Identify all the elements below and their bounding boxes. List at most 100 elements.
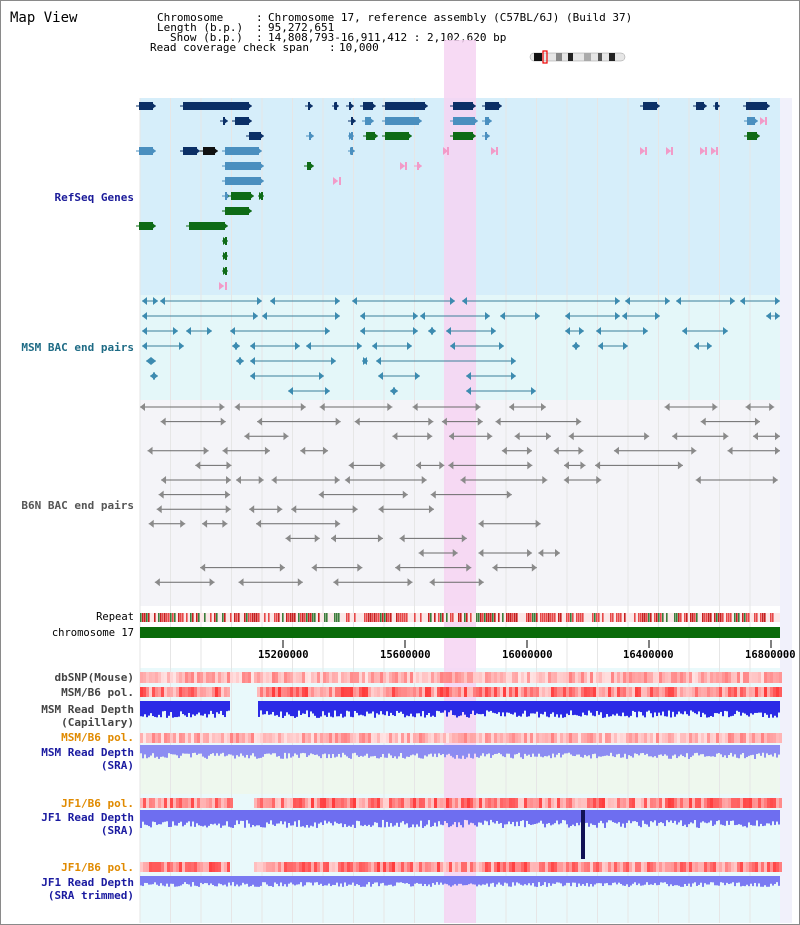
bac-end-left: [448, 432, 454, 441]
heat-cell: [437, 862, 440, 872]
heat-cell: [569, 862, 572, 872]
depth-bar: [190, 701, 192, 718]
depth-bar: [470, 701, 472, 715]
heat-cell: [686, 687, 689, 697]
depth-bar: [542, 810, 544, 824]
depth-bar: [734, 745, 736, 755]
heat-cell: [404, 733, 407, 743]
heat-cell: [611, 798, 614, 808]
heat-cell: [509, 687, 512, 697]
track-label-b6n-bac[interactable]: B6N BAC end pairs: [21, 499, 134, 512]
repeat-element: [198, 613, 200, 622]
heat-cell: [542, 733, 545, 743]
heat-cell: [182, 733, 185, 743]
highlight-region[interactable]: [444, 40, 476, 923]
msm-b6-pol-track[interactable]: [140, 687, 782, 697]
depth-bar: [624, 810, 626, 828]
depth-bar: [536, 810, 538, 824]
heat-cell: [386, 733, 389, 743]
heat-cell: [683, 672, 686, 683]
msm-b6-pol-track-2[interactable]: [140, 733, 782, 743]
track-label-dbsnp[interactable]: dbSNP(Mouse): [54, 671, 134, 684]
depth-bar: [268, 701, 270, 715]
depth-bar: [202, 745, 204, 757]
depth-bar: [184, 810, 186, 825]
depth-bar: [292, 745, 294, 757]
track-label-msm-bac[interactable]: MSM BAC end pairs: [21, 341, 134, 354]
heat-cell: [473, 733, 476, 743]
heat-cell: [209, 862, 212, 872]
depth-bar: [244, 810, 246, 828]
heat-cell: [641, 687, 644, 697]
depth-bar: [220, 876, 222, 885]
depth-bar: [310, 876, 312, 883]
repeat-element: [760, 613, 762, 622]
heat-cell: [521, 862, 524, 872]
bac-end-left: [200, 563, 206, 572]
b6n-bac-track[interactable]: [140, 403, 780, 587]
track-label-jf1-b6-pol-2[interactable]: JF1/B6 pol.: [61, 861, 134, 874]
track-label-msm-depth-cap-1[interactable]: MSM Read Depth: [41, 703, 134, 716]
repeat-element: [238, 613, 240, 622]
gene-strand-arrow: [349, 102, 354, 110]
heat-cell: [401, 862, 404, 872]
track-label-jf1-depth-sra-1[interactable]: JF1 Read Depth: [41, 811, 134, 824]
repeat-element: [734, 613, 736, 622]
depth-bar: [600, 701, 602, 713]
jf1-b6-pol-track[interactable]: [140, 798, 782, 808]
track-label-jf1-depth-trim-1[interactable]: JF1 Read Depth: [41, 876, 134, 889]
depth-bar: [602, 701, 604, 718]
track-label-msm-b6-pol-2[interactable]: MSM/B6 pol.: [61, 731, 134, 744]
depth-bar: [620, 876, 622, 884]
depth-bar: [348, 810, 350, 826]
gene-strand-arrow: [259, 177, 264, 185]
chromosome-ideogram[interactable]: [529, 50, 626, 64]
heat-cell: [431, 733, 434, 743]
heat-cell: [395, 687, 398, 697]
depth-bar: [312, 810, 314, 827]
repeat-element: [354, 613, 356, 622]
heat-cell: [566, 733, 569, 743]
refseq-genes-track[interactable]: [136, 102, 770, 290]
heat-cell: [569, 672, 572, 683]
repeat-element: [310, 613, 312, 622]
depth-bar: [278, 701, 280, 717]
depth-bar: [320, 810, 322, 823]
depth-bar: [390, 876, 392, 885]
depth-bar: [270, 810, 272, 821]
chromosome-bar[interactable]: [140, 627, 780, 638]
track-label-msm-depth-sra-1[interactable]: MSM Read Depth: [41, 746, 134, 759]
jf1-sra-depth-track[interactable]: [140, 810, 780, 859]
track-label-msm-b6-pol[interactable]: MSM/B6 pol.: [61, 686, 134, 699]
dbsnp-track[interactable]: [140, 672, 782, 683]
depth-bar: [462, 745, 464, 756]
repeat-track[interactable]: [140, 613, 780, 622]
msm-capillary-depth-track[interactable]: [140, 701, 780, 718]
msm-sra-depth-track[interactable]: [140, 745, 780, 759]
heat-cell: [302, 687, 305, 697]
heat-cell: [644, 862, 647, 872]
depth-bar: [448, 876, 450, 886]
depth-bar: [688, 876, 690, 884]
track-label-jf1-b6-pol[interactable]: JF1/B6 pol.: [61, 797, 134, 810]
heat-cell: [158, 672, 161, 683]
depth-bar: [210, 701, 212, 711]
bac-end-right: [173, 327, 178, 335]
heat-cell: [764, 733, 767, 743]
depth-bar: [398, 876, 400, 883]
jf1-trimmed-depth-track[interactable]: [140, 876, 780, 887]
heat-cell: [587, 862, 590, 872]
depth-bar: [606, 701, 608, 715]
msm-bac-track[interactable]: [142, 297, 780, 395]
heat-cell: [398, 798, 401, 808]
depth-bar: [734, 876, 736, 887]
gene-strand-arrow: [223, 117, 228, 125]
depth-bar: [302, 701, 304, 714]
depth-bar: [186, 876, 188, 884]
track-label-refseq[interactable]: RefSeq Genes: [54, 191, 134, 204]
jf1-b6-pol-track-2[interactable]: [140, 862, 782, 872]
heat-cell: [338, 687, 341, 697]
depth-bar: [420, 810, 422, 821]
bac-end-right: [413, 327, 418, 335]
